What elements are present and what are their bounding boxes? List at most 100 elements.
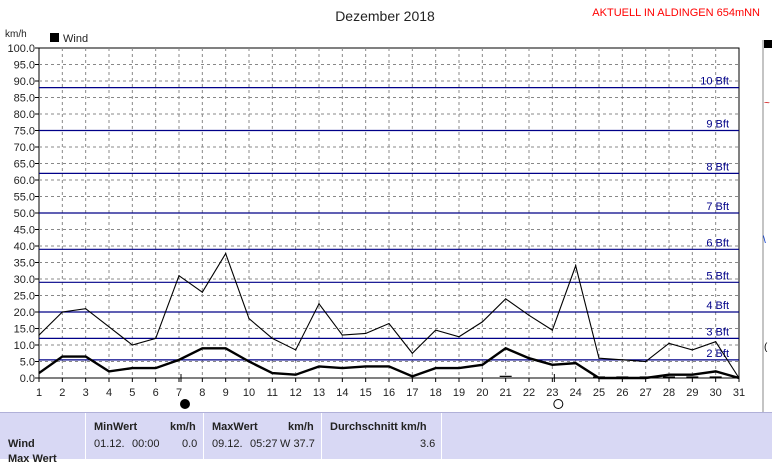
- plot-area: 0.0 5.0 10.0 15.0 20.0 25.0 30.0 35.0 40.0 45.0 50…: [7, 43, 745, 409]
- legend-swatch: [50, 33, 59, 42]
- data-point-gust: [621, 359, 623, 361]
- data-point-gust: [505, 298, 507, 300]
- x-tick-label: 30: [710, 387, 722, 399]
- data-point-mean: [271, 372, 273, 374]
- svg-text:(: (: [764, 342, 768, 353]
- data-point-gust: [85, 308, 87, 310]
- data-point-mean: [621, 377, 623, 379]
- stats-row-label-cell: Wind Max Wert: [0, 413, 86, 465]
- data-point-mean: [645, 377, 647, 379]
- statistics-panel: Wind Max Wert MinWert km/h 01.12. 00:00 …: [0, 412, 772, 465]
- data-point-mean: [528, 357, 530, 359]
- data-point-gust: [691, 349, 693, 351]
- stats-row-label: Wind: [8, 438, 35, 450]
- data-point-mean: [481, 364, 483, 366]
- data-point-mean: [551, 364, 553, 366]
- beaufort-label: 3 Bft: [706, 326, 729, 338]
- y-tick-label: 65.0: [14, 159, 35, 171]
- y-tick-label: 15.0: [14, 324, 35, 336]
- data-point-gust: [668, 342, 670, 344]
- max-value-cell: MaxWert km/h 09.12. 05:27 W 37.7: [204, 413, 322, 459]
- y-tick-label: 5.0: [20, 357, 35, 369]
- data-point-gust: [295, 349, 297, 351]
- beaufort-label: 6 Bft: [706, 237, 729, 249]
- data-point-mean: [295, 374, 297, 376]
- x-tick-label: 17: [406, 387, 418, 399]
- data-point-gust: [528, 314, 530, 316]
- data-point-gust: [738, 377, 740, 379]
- data-point-gust: [388, 322, 390, 325]
- y-tick-label: 80.0: [14, 109, 35, 121]
- data-point-mean: [505, 347, 507, 349]
- data-point-mean: [411, 375, 413, 377]
- data-point-mean: [248, 360, 250, 363]
- y-tick-label: 85.0: [14, 93, 35, 105]
- y-tick-label: 25.0: [14, 291, 35, 303]
- data-point-mean: [318, 365, 320, 368]
- max-header: MaxWert: [212, 421, 258, 433]
- data-point-mean: [131, 367, 133, 369]
- wind-chart: Dezember 2018 AKTUELL IN ALDINGEN 654mNN…: [5, 7, 772, 412]
- average-value: 3.6: [420, 438, 436, 450]
- x-tick-label: 7: [176, 387, 182, 399]
- x-tick-label: 18: [430, 387, 442, 399]
- y-tick-label: 75.0: [14, 126, 35, 138]
- data-point-mean: [575, 362, 577, 364]
- y-tick-label: 30.0: [14, 274, 35, 286]
- beaufort-label: 2 Bft: [706, 348, 729, 360]
- svg-text:\: \: [763, 235, 766, 246]
- y-tick-label: 10.0: [14, 340, 35, 352]
- full-moon-icon: [553, 399, 564, 409]
- x-tick-label: 12: [290, 387, 302, 399]
- x-tick-label: 19: [453, 387, 465, 399]
- beaufort-label: 7 Bft: [706, 201, 729, 213]
- beaufort-label: 9 Bft: [706, 119, 729, 131]
- x-tick-label: 5: [129, 387, 135, 399]
- data-point-gust: [108, 326, 110, 328]
- y-tick-label: 45.0: [14, 225, 35, 237]
- data-point-mean: [225, 347, 227, 349]
- x-tick-label: 4: [106, 387, 112, 399]
- data-point-mean: [598, 377, 600, 379]
- min-unit: km/h: [170, 421, 196, 433]
- data-point-gust: [318, 303, 320, 305]
- data-point-gust: [715, 341, 717, 343]
- data-point-gust: [575, 265, 577, 267]
- y-tick-label: 70.0: [14, 142, 35, 154]
- x-tick-label: 27: [640, 387, 652, 399]
- data-point-mean: [715, 370, 717, 372]
- stats-row-label-second: Max Wert: [8, 453, 57, 465]
- x-tick-label: 25: [593, 387, 605, 399]
- data-point-gust: [38, 334, 40, 336]
- data-point-gust: [271, 337, 273, 339]
- x-tick-label: 22: [523, 387, 535, 399]
- data-point-gust: [598, 357, 600, 359]
- data-point-mean: [178, 359, 180, 361]
- beaufort-label: 5 Bft: [706, 270, 729, 282]
- min-date: 01.12.: [94, 438, 125, 450]
- x-tick-label: 13: [313, 387, 325, 399]
- data-point-gust: [341, 334, 343, 336]
- data-point-mean: [201, 347, 203, 349]
- svg-text:~: ~: [764, 98, 770, 109]
- min-value: 0.0: [182, 438, 198, 450]
- min-header: MinWert: [94, 421, 138, 433]
- x-tick-label: 10: [243, 387, 255, 399]
- data-point-gust: [365, 332, 367, 335]
- data-point-gust: [248, 318, 250, 320]
- data-point-gust: [201, 291, 203, 293]
- min-time: 00:00: [132, 438, 160, 450]
- data-point-mean: [155, 367, 157, 369]
- data-point-gust: [61, 311, 63, 313]
- y-tick-label: 20.0: [14, 307, 35, 319]
- right-scrollbar[interactable]: ~ \ (: [762, 40, 772, 412]
- x-tick-label: 28: [663, 387, 675, 399]
- y-axis-label: km/h: [5, 29, 27, 40]
- data-point-mean: [85, 355, 87, 358]
- max-date: 09.12.: [212, 438, 243, 450]
- max-value: W 37.7: [280, 438, 315, 450]
- x-tick-label: 23: [546, 387, 558, 399]
- legend-label: Wind: [63, 33, 88, 45]
- y-tick-label: 35.0: [14, 258, 35, 270]
- data-point-mean: [691, 374, 693, 376]
